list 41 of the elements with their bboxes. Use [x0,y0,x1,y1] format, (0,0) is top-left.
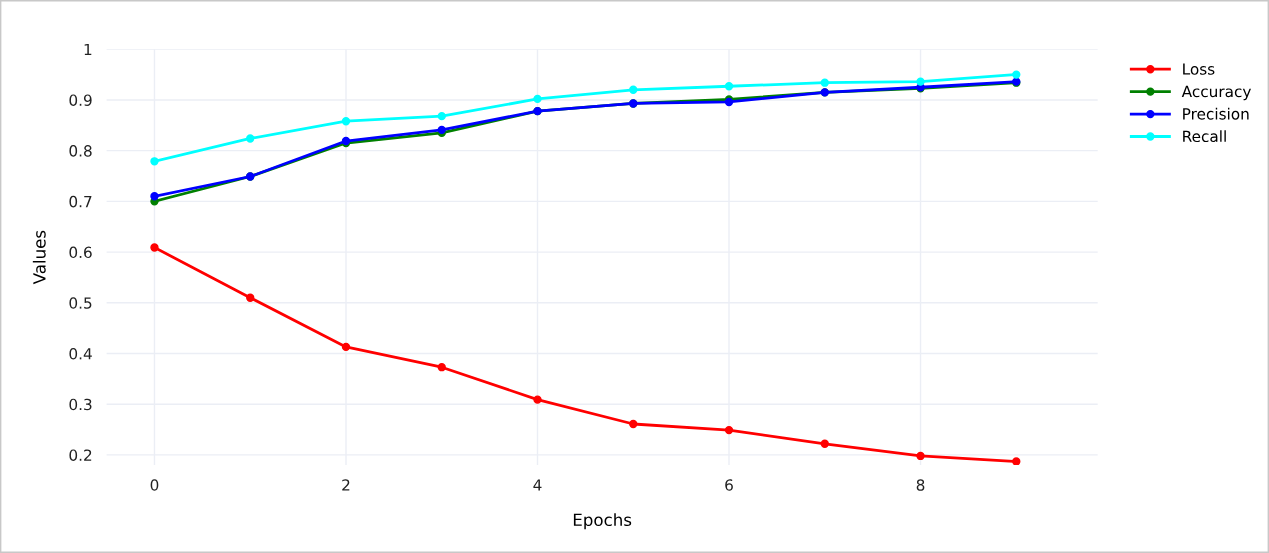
point [916,451,925,461]
point [533,94,542,104]
legend-label: Precision [1183,107,1249,120]
point [916,77,925,86]
y-tick-label: 0.2 [69,449,92,461]
x-axis-title: Epochs [573,513,632,530]
x-tick-label: 0 [150,479,159,491]
point [724,425,734,435]
point [724,82,734,91]
point [246,293,255,302]
y-tick-label: 0.7 [69,195,92,208]
point [341,342,351,352]
y-tick-label: 0.4 [69,347,92,360]
legend-label: Accuracy [1181,85,1251,101]
legend-label: Loss [1183,63,1215,75]
point [820,78,829,87]
y-tick-label: 1 [84,43,92,56]
y-tick-label: 0.3 [69,398,92,411]
point [1012,457,1021,466]
y-tick-label: 0.6 [69,246,92,259]
point [437,363,446,372]
point [246,134,255,143]
point [820,439,829,448]
point [341,117,351,126]
point [150,192,159,201]
y-tick-label: 0.5 [69,297,92,309]
point [437,111,446,121]
legend-label: Recall [1183,130,1226,143]
x-tick-label: 4 [533,479,542,491]
y-tick-label: 0.8 [69,145,92,157]
x-tick-label: 8 [916,479,925,491]
y-axis-title: Values [32,230,46,285]
point [533,395,542,404]
point [150,157,159,166]
point [150,243,159,252]
x-tick-label: 2 [342,479,350,491]
point [629,85,638,94]
y-tick-label: 0.9 [69,94,92,106]
x-tick-label: 6 [725,479,733,491]
point [629,419,638,429]
point [1012,70,1021,79]
